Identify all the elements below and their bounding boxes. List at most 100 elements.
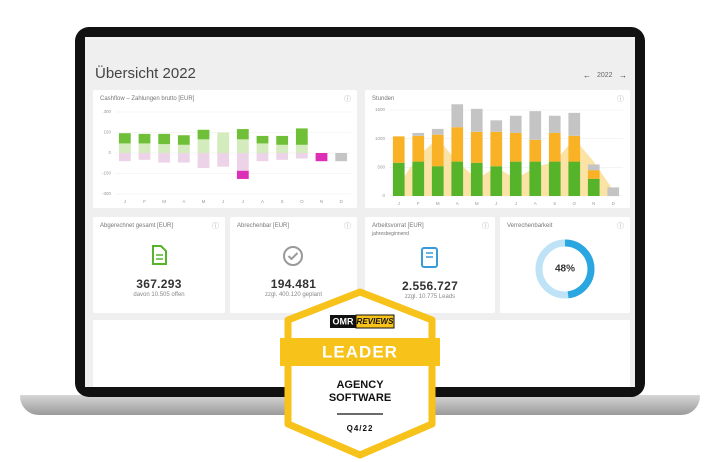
brand: OMR: [333, 316, 354, 326]
info-icon[interactable]: ⓘ: [344, 96, 351, 103]
x-tick-label: M: [202, 199, 206, 204]
y-tick-label: 500: [377, 165, 385, 170]
info-icon[interactable]: ⓘ: [344, 223, 351, 230]
x-tick-label: F: [143, 199, 146, 204]
bar-segment: [138, 133, 151, 144]
kpi-note: zzgl. 10.775 Leads: [404, 294, 456, 300]
bar-segment: [587, 178, 600, 196]
bar-segment: [470, 131, 483, 163]
x-tick-label: J: [515, 201, 517, 206]
x-tick-label: F: [417, 201, 420, 206]
bar-segment: [236, 139, 249, 153]
bar-segment: [118, 153, 131, 162]
card-title: Abrechenbar [EUR]: [237, 223, 290, 229]
bar-segment: [587, 164, 600, 171]
document-icon: [152, 245, 167, 265]
info-icon[interactable]: ⓘ: [617, 223, 624, 230]
x-tick-label: S: [281, 199, 284, 204]
card-title: Arbeitsvorrat [EUR]: [372, 223, 424, 229]
bar-segment: [490, 131, 503, 167]
bar-segment: [276, 135, 289, 145]
bar-segment: [197, 129, 210, 140]
bar-segment: [236, 170, 249, 179]
bar-segment: [217, 153, 230, 167]
bar-segment: [177, 153, 190, 163]
info-icon[interactable]: ⓘ: [212, 223, 219, 230]
prev-button[interactable]: ←: [583, 71, 591, 80]
page-title: Übersicht 2022: [95, 65, 196, 82]
kpi-card: Arbeitsvorrat [EUR] jahresbeginnend ⓘ 2.5…: [365, 217, 495, 313]
y-tick-label: -300: [102, 191, 112, 196]
badge-band: [280, 338, 440, 366]
bar-segment: [470, 162, 483, 196]
bar-segment: [138, 153, 151, 160]
bar-segment: [431, 128, 444, 135]
bar-segment: [256, 143, 269, 153]
bar-segment: [295, 144, 308, 153]
y-tick-label: 1500: [375, 107, 386, 112]
x-tick-label: M: [162, 199, 166, 204]
bar-segment: [295, 128, 308, 145]
x-tick-label: D: [340, 199, 344, 204]
check-icon: [283, 246, 303, 266]
card-subtitle: jahresbeginnend: [372, 231, 409, 237]
bar-segment: [548, 115, 561, 133]
badge-frame: [284, 288, 436, 459]
x-tick-label: J: [398, 201, 400, 206]
x-tick-label: M: [475, 201, 479, 206]
screen: Übersicht 2022 ← 2022 → Cashflow – Zahlu…: [85, 37, 635, 387]
rank: LEADER: [322, 342, 398, 361]
bar-segment: [451, 161, 464, 196]
bar-segment: [431, 134, 444, 167]
bar-segment: [118, 143, 131, 153]
bar-segment: [217, 132, 230, 153]
kpi-value: 367.293: [136, 277, 182, 291]
x-tick-label: J: [242, 199, 244, 204]
bar-segment: [256, 135, 269, 144]
bar-segment: [412, 132, 425, 136]
kpi-note: zzgl. 400.120 geplant: [264, 292, 323, 298]
brand-box: [330, 315, 356, 328]
next-button[interactable]: →: [619, 71, 627, 80]
card-title: Verrechenbarkeit: [507, 223, 553, 229]
bar-segment: [197, 139, 210, 153]
bar-segment: [568, 135, 581, 162]
x-tick-label: A: [182, 199, 185, 204]
panel-title: Cashflow – Zahlungen brutto [EUR]: [100, 96, 195, 102]
category-line: AGENCY: [336, 379, 384, 391]
panel-title: Stunden: [372, 96, 395, 102]
bar-segment: [451, 127, 464, 162]
bar-segment: [412, 135, 425, 162]
kpi-card: Verrechenbarkeit ⓘ 48%: [500, 217, 630, 313]
bar-segment: [431, 166, 444, 196]
bar-segment: [392, 136, 405, 163]
info-icon[interactable]: ⓘ: [617, 96, 624, 103]
bar-segment: [548, 132, 561, 162]
bar-segment: [451, 104, 464, 128]
period: Q4/22: [347, 424, 374, 433]
x-tick-label: J: [124, 199, 126, 204]
x-tick-label: N: [592, 201, 595, 206]
bar-segment: [177, 144, 190, 153]
bar-segment: [295, 153, 308, 159]
y-tick-label: -150: [102, 171, 112, 176]
bar-segment: [276, 153, 289, 160]
bar-segment: [412, 161, 425, 196]
info-icon[interactable]: ⓘ: [482, 223, 489, 230]
y-tick-label: 1000: [375, 136, 386, 141]
bar-segment: [236, 129, 249, 140]
bar-segment: [607, 187, 620, 196]
badge: OMR REVIEWS LEADER AGENCY SOFTWARE Q4/22: [280, 288, 440, 459]
x-tick-label: O: [572, 201, 576, 206]
bar-segment: [568, 161, 581, 196]
bar-segment: [158, 133, 171, 145]
kpi-value: 194.481: [270, 277, 317, 291]
bar-segment: [490, 120, 503, 132]
x-tick-label: O: [300, 199, 304, 204]
kpi-card: Abgerechnet gesamt [EUR] ⓘ 367.293 davon …: [93, 217, 225, 313]
category-line: SOFTWARE: [329, 392, 391, 404]
bar-segment: [529, 139, 542, 162]
kpi-value: 2.556.727: [401, 279, 459, 293]
bar-segment: [177, 135, 190, 145]
bar-segment: [529, 111, 542, 140]
